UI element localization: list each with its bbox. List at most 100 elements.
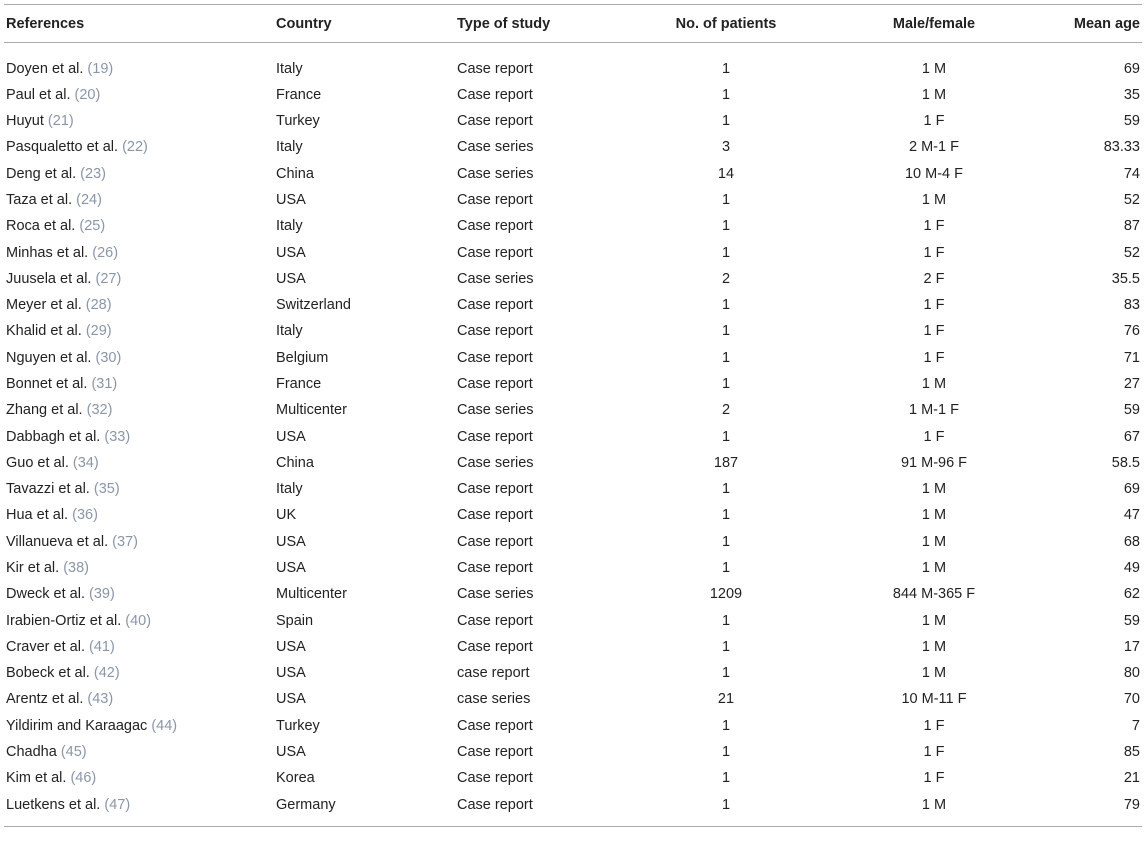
table-cell: 80 [1123, 665, 1140, 682]
reference-cell: Bobeck et al. (42) [4, 660, 274, 686]
reference-cell: Doyen et al. (19) [4, 43, 274, 83]
author: Tavazzi et al. [6, 481, 90, 498]
reference-cell: Roca et al. (25) [4, 214, 274, 240]
table-cell: Case report [457, 612, 533, 629]
table-cell: 59 [1123, 113, 1140, 130]
table-cell: 58.5 [1111, 454, 1140, 471]
references-table: References Country Type of study No. of pat… [4, 4, 1142, 827]
table-row: Guo et al. (34) China Case series 187 91 M-9… [4, 450, 1142, 476]
table-body: Doyen et al. (19) Italy Case report 1 1 M 69 P… [4, 43, 1142, 827]
table-cell: 1 F [923, 218, 945, 235]
table-cell: 69 [1123, 481, 1140, 498]
table-row: Kir et al. (38) USA Case report 1 1 M 49 [4, 555, 1142, 581]
reference-number: (40) [125, 612, 152, 629]
reference-cell: Khalid et al. (29) [4, 319, 274, 345]
table-cell: 1 F [923, 743, 945, 760]
table-cell: Case report [457, 533, 533, 550]
table-cell: 1 F [923, 428, 945, 445]
table-cell: 1 [721, 323, 731, 340]
table-cell: Multicenter [276, 586, 347, 603]
author: Chadha [6, 743, 57, 760]
table-cell: Switzerland [276, 297, 351, 314]
reference-number: (22) [122, 139, 148, 156]
table-cell: 1 [721, 770, 731, 787]
table-cell: 1 M [921, 192, 947, 209]
table-row: Dweck et al. (39) Multicenter Case series 1… [4, 582, 1142, 608]
table-cell: 1 F [923, 323, 945, 340]
table-cell: 1 [721, 796, 731, 813]
table-row: Hua et al. (36) UK Case report 1 1 M 47 [4, 503, 1142, 529]
table-row: Roca et al. (25) Italy Case report 1 1 F 87 [4, 214, 1142, 240]
reference-cell: Hua et al. (36) [4, 503, 274, 529]
table-cell: 2 F [923, 270, 945, 287]
reference-cell: Yildirim and Karaagac (44) [4, 713, 274, 739]
table-cell: Italy [276, 60, 303, 77]
table-row: Zhang et al. (32) Multicenter Case series 2… [4, 398, 1142, 424]
table-cell: 21 [717, 691, 735, 708]
author: Deng et al. [6, 165, 77, 182]
table-cell: 74 [1123, 165, 1140, 182]
table-cell: 1 [721, 244, 731, 261]
table-cell: 1 [721, 60, 731, 77]
reference-cell: Pasqualetto et al. (22) [4, 135, 274, 161]
reference-number: (38) [63, 559, 90, 576]
table-cell: Korea [276, 770, 315, 787]
reference-cell: Huyut (21) [4, 109, 274, 135]
author: Villanueva et al. [6, 533, 109, 550]
table-cell: China [276, 165, 314, 182]
table-cell: Case series [457, 165, 534, 182]
author: Guo et al. [6, 454, 69, 471]
reference-cell: Kir et al. (38) [4, 555, 274, 581]
reference-cell: Bonnet et al. (31) [4, 371, 274, 397]
table-cell: Case report [457, 428, 533, 445]
reference-cell: Arentz et al. (43) [4, 687, 274, 713]
table-cell: 844 M-365 F [892, 586, 976, 603]
column-header: No. of patients [675, 15, 777, 32]
reference-number: (25) [79, 218, 106, 235]
table-cell: Case series [457, 454, 534, 471]
table-cell: 87 [1123, 218, 1140, 235]
table-cell: 1 [721, 717, 731, 734]
table-cell: 7 [1131, 717, 1140, 734]
reference-number: (30) [95, 349, 122, 366]
table-cell: 1 F [923, 770, 945, 787]
reference-cell: Craver et al. (41) [4, 634, 274, 660]
author: Pasqualetto et al. [6, 139, 119, 156]
author: Huyut [6, 113, 44, 130]
table-cell: 187 [713, 454, 739, 471]
table-row: Craver et al. (41) USA Case report 1 1 M 17 [4, 634, 1142, 660]
table-cell: 59 [1123, 402, 1140, 419]
table-cell: UK [276, 507, 297, 524]
author: Paul et al. [6, 86, 71, 103]
table-row: Villanueva et al. (37) USA Case report 1 1 M… [4, 529, 1142, 555]
table-cell: case report [457, 665, 530, 682]
table-cell: Case report [457, 323, 533, 340]
table-cell: USA [276, 559, 306, 576]
author: Juusela et al. [6, 270, 92, 287]
reference-number: (23) [80, 165, 106, 182]
table-row: Luetkens et al. (47) Germany Case report 1 1… [4, 792, 1142, 827]
reference-cell: Villanueva et al. (37) [4, 529, 274, 555]
table-cell: 35.5 [1111, 270, 1140, 287]
table-cell: Case report [457, 770, 533, 787]
reference-number: (19) [87, 60, 114, 77]
author: Zhang et al. [6, 402, 83, 419]
reference-cell: Dweck et al. (39) [4, 582, 274, 608]
author: Irabien-Ortiz et al. [6, 612, 122, 629]
table-cell: 91 M-96 F [900, 454, 968, 471]
table-cell: 17 [1123, 638, 1140, 655]
author: Hua et al. [6, 507, 69, 524]
table-cell: 1 [721, 481, 731, 498]
reference-number: (31) [91, 376, 118, 393]
author: Minhas et al. [6, 244, 89, 261]
author: Kir et al. [6, 559, 60, 576]
table-row: Irabien-Ortiz et al. (40) Spain Case repor… [4, 608, 1142, 634]
author: Nguyen et al. [6, 349, 92, 366]
table-cell: France [276, 376, 322, 393]
table-cell: 76 [1123, 323, 1140, 340]
table-row: Chadha (45) USA Case report 1 1 F 85 [4, 739, 1142, 765]
table-cell: Italy [276, 139, 303, 156]
table-cell: USA [276, 638, 306, 655]
reference-number: (21) [47, 113, 74, 130]
reference-number: (36) [72, 507, 98, 524]
